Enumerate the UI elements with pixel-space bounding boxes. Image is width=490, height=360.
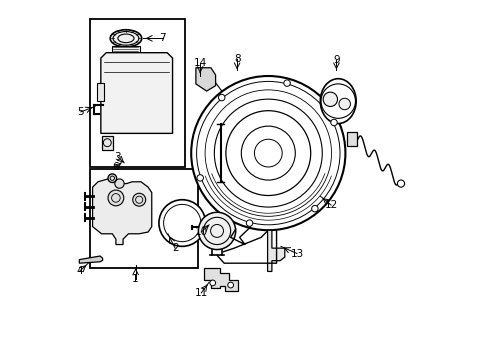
Text: 12: 12 bbox=[324, 200, 338, 210]
Polygon shape bbox=[204, 268, 238, 291]
Circle shape bbox=[219, 94, 225, 101]
Polygon shape bbox=[101, 53, 172, 134]
Text: 8: 8 bbox=[234, 54, 241, 64]
Polygon shape bbox=[79, 256, 102, 263]
Bar bbox=[347, 132, 357, 146]
Circle shape bbox=[115, 179, 124, 188]
Text: 5: 5 bbox=[77, 107, 84, 117]
Circle shape bbox=[397, 180, 405, 187]
Bar bbox=[101, 136, 113, 149]
Text: 6: 6 bbox=[113, 162, 119, 172]
Circle shape bbox=[228, 282, 234, 288]
Circle shape bbox=[191, 76, 345, 230]
Polygon shape bbox=[196, 68, 216, 91]
Text: 11: 11 bbox=[195, 288, 208, 298]
Text: 9: 9 bbox=[333, 55, 340, 65]
Bar bbox=[90, 19, 185, 167]
Circle shape bbox=[133, 193, 146, 206]
Circle shape bbox=[246, 220, 253, 226]
Circle shape bbox=[312, 206, 318, 212]
Circle shape bbox=[323, 92, 338, 107]
Ellipse shape bbox=[320, 79, 356, 123]
Text: 4: 4 bbox=[76, 266, 83, 276]
Bar bbox=[112, 45, 140, 56]
Circle shape bbox=[197, 175, 203, 181]
Circle shape bbox=[210, 280, 216, 286]
Circle shape bbox=[284, 80, 290, 86]
Polygon shape bbox=[268, 230, 285, 271]
Text: 2: 2 bbox=[172, 243, 178, 253]
Circle shape bbox=[339, 98, 350, 110]
Circle shape bbox=[108, 174, 117, 183]
Circle shape bbox=[331, 119, 337, 126]
Text: 10: 10 bbox=[195, 227, 208, 237]
Circle shape bbox=[159, 200, 205, 246]
Circle shape bbox=[108, 190, 124, 206]
Ellipse shape bbox=[110, 30, 142, 47]
Text: 14: 14 bbox=[194, 58, 207, 68]
Text: 13: 13 bbox=[291, 248, 304, 258]
Text: 7: 7 bbox=[159, 33, 166, 43]
Polygon shape bbox=[97, 83, 104, 101]
Text: 3: 3 bbox=[114, 152, 121, 162]
Bar bbox=[90, 169, 197, 268]
Text: 1: 1 bbox=[132, 274, 139, 284]
Circle shape bbox=[198, 212, 236, 249]
Polygon shape bbox=[93, 178, 152, 244]
